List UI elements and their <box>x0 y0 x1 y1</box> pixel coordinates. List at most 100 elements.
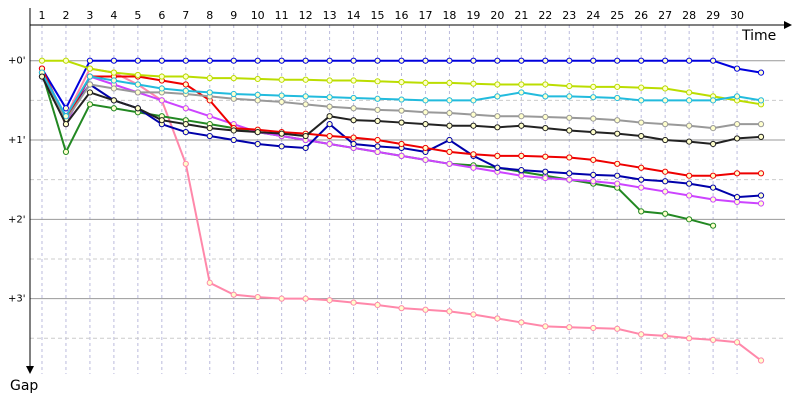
point <box>254 97 261 104</box>
point <box>733 339 741 346</box>
point <box>590 83 597 90</box>
point <box>398 96 405 103</box>
point <box>590 115 597 122</box>
point <box>422 97 429 104</box>
x-tick-label: 29 <box>706 9 720 22</box>
point <box>158 57 165 64</box>
point <box>662 121 669 128</box>
point <box>206 113 213 120</box>
point <box>326 77 333 84</box>
point <box>614 57 621 64</box>
point <box>686 216 693 223</box>
point <box>709 172 717 179</box>
x-tick-label: 19 <box>466 9 480 22</box>
point <box>398 140 405 148</box>
point <box>422 144 429 152</box>
point <box>686 57 693 64</box>
point <box>662 97 669 104</box>
point <box>422 109 429 116</box>
point <box>709 196 717 203</box>
point <box>757 97 765 104</box>
point <box>446 148 453 156</box>
point <box>398 152 405 159</box>
x-tick-label: 6 <box>158 9 165 22</box>
point <box>566 154 573 161</box>
point <box>182 57 189 64</box>
point <box>182 73 189 80</box>
point <box>134 81 141 88</box>
point <box>38 57 46 64</box>
point <box>638 119 645 126</box>
y-tick-label: +3' <box>8 294 26 305</box>
point <box>590 178 597 185</box>
point <box>757 69 765 76</box>
point <box>638 84 645 91</box>
x-axis-label: Time <box>741 28 776 44</box>
point <box>374 106 381 113</box>
x-tick-label: 12 <box>299 9 313 22</box>
point <box>206 279 213 286</box>
point <box>709 336 717 343</box>
point <box>686 89 693 96</box>
x-tick-label: 1 <box>38 9 45 22</box>
point <box>110 77 117 84</box>
point <box>254 140 261 148</box>
y-tick-label: +2' <box>8 214 26 225</box>
point <box>158 73 165 80</box>
point <box>518 167 525 174</box>
x-tick-label: 20 <box>490 9 504 22</box>
point <box>470 111 477 118</box>
point <box>566 324 573 331</box>
point <box>566 170 573 177</box>
point <box>350 94 357 102</box>
point <box>278 76 285 83</box>
point <box>614 180 621 187</box>
point <box>374 136 381 144</box>
y-tick-label: +0' <box>8 56 26 67</box>
point <box>518 152 525 159</box>
point <box>182 87 189 94</box>
y-axis-label: Gap <box>10 378 38 394</box>
point <box>662 210 669 217</box>
point <box>422 156 429 163</box>
point <box>542 174 549 182</box>
point <box>278 98 285 106</box>
point <box>350 105 357 112</box>
point <box>494 124 501 131</box>
point <box>134 105 141 112</box>
point <box>470 311 477 318</box>
point <box>662 178 669 185</box>
point <box>518 89 525 96</box>
point <box>398 57 405 64</box>
y-tick-label: +1' <box>8 135 26 146</box>
x-tick-label: 10 <box>251 9 265 22</box>
point <box>254 75 261 83</box>
x-tick-label: 18 <box>442 9 456 22</box>
point <box>614 83 621 90</box>
point <box>733 194 741 201</box>
point <box>733 170 741 177</box>
point <box>614 94 621 102</box>
point <box>302 57 309 64</box>
point <box>158 85 165 92</box>
point <box>518 122 525 129</box>
point <box>38 73 46 80</box>
point <box>566 114 573 121</box>
point <box>494 113 501 120</box>
point <box>86 57 94 64</box>
point <box>709 184 717 191</box>
point <box>686 172 693 179</box>
point <box>662 136 669 144</box>
point <box>302 132 309 140</box>
point <box>182 105 189 112</box>
point <box>182 160 189 167</box>
point <box>686 335 693 342</box>
point <box>662 188 669 195</box>
point <box>590 156 597 163</box>
point <box>134 57 141 64</box>
point <box>110 57 117 64</box>
x-tick-label: 27 <box>658 9 672 22</box>
x-tick-label: 17 <box>418 9 432 22</box>
x-tick-label: 9 <box>230 9 237 22</box>
point <box>62 121 70 128</box>
